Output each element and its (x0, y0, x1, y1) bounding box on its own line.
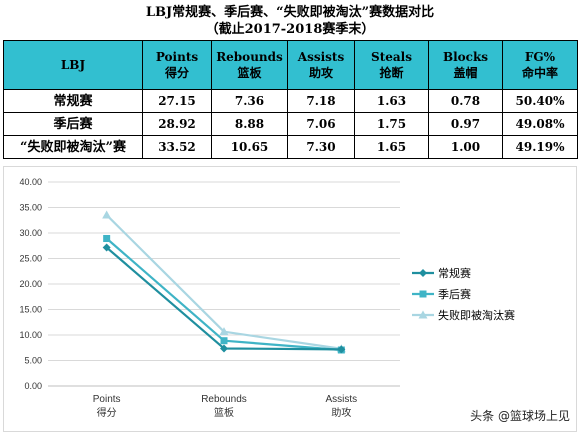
y-tick-label: 0.00 (24, 381, 42, 391)
row-label: 季后赛 (3, 112, 143, 136)
header-blocks: Blocks 盖帽 (428, 40, 503, 90)
y-tick-label: 30.00 (19, 228, 42, 238)
cell-fg: 49.08% (502, 112, 578, 136)
y-tick-label: 10.00 (19, 330, 42, 340)
title-line-1: LBJ常规赛、季后赛、“失败即被淘汰”赛数据对比 (145, 5, 435, 20)
header-fg: FG% 命中率 (502, 40, 578, 90)
cell-rebounds: 8.88 (211, 112, 288, 136)
y-tick-label: 20.00 (19, 279, 42, 289)
table-header-row: LBJ Points 得分 Rebounds 篮板 Assists 助攻 Steals… (3, 40, 578, 90)
table-title: LBJ常规赛、季后赛、“失败即被淘汰”赛数据对比 （截止2017-2018赛季末… (3, 4, 577, 40)
cell-blocks: 0.97 (428, 112, 503, 136)
header-rebounds: Rebounds 篮板 (211, 40, 288, 90)
y-tick-label: 40.00 (19, 177, 42, 187)
header-lbj: LBJ (3, 40, 143, 90)
x-tick-label: 助攻 (331, 406, 351, 419)
header-steals: Steals 抢断 (354, 40, 429, 90)
x-tick-label: Assists (325, 394, 357, 405)
data-point (102, 243, 111, 252)
cell-rebounds: 10.65 (211, 135, 288, 159)
data-point (219, 327, 229, 336)
header-assists: Assists 助攻 (287, 40, 355, 90)
table-row: 季后赛 28.92 8.88 7.06 1.75 0.97 49.08% (3, 112, 578, 136)
data-point (220, 337, 228, 345)
x-tick-label: Points (93, 394, 121, 405)
cell-blocks: 1.00 (428, 135, 503, 159)
cell-rebounds: 7.36 (211, 89, 288, 113)
watermark: 头条 @篮球场上见 (470, 409, 570, 423)
cell-points: 28.92 (142, 112, 212, 136)
cell-points: 27.15 (142, 89, 212, 113)
data-point (103, 235, 111, 243)
data-point (337, 345, 346, 354)
legend-marker (419, 290, 427, 298)
cell-blocks: 0.78 (428, 89, 503, 113)
header-points: Points 得分 (142, 40, 212, 90)
cell-steals: 1.63 (354, 89, 429, 113)
row-label: 常规赛 (3, 89, 143, 113)
y-tick-label: 25.00 (19, 254, 42, 264)
chart-area: 0.00 5.00 10.00 15.00 20.00 25.00 30.00 35.00 40… (3, 166, 577, 432)
legend-marker (418, 310, 428, 319)
x-tick-label: 篮板 (214, 406, 234, 419)
row-label: “失败即被淘汰”赛 (3, 135, 143, 159)
table-row: “失败即被淘汰”赛 33.52 10.65 7.30 1.65 1.00 49.… (3, 135, 578, 159)
y-tick-label: 35.00 (19, 203, 42, 213)
line-chart: 0.00 5.00 10.00 15.00 20.00 25.00 30.00 35.00 40… (19, 177, 515, 419)
cell-assists: 7.18 (287, 89, 355, 113)
cell-points: 33.52 (142, 135, 212, 159)
table-row: 常规赛 27.15 7.36 7.18 1.63 0.78 50.40% (3, 89, 578, 113)
legend-marker (419, 269, 427, 277)
legend-label: 常规赛 (438, 266, 471, 280)
cell-fg: 50.40% (502, 89, 578, 113)
cell-assists: 7.30 (287, 135, 355, 159)
legend-label: 失败即被淘汰赛 (438, 308, 515, 322)
data-point (102, 210, 112, 219)
cell-fg: 49.19% (502, 135, 578, 159)
x-tick-label: 得分 (97, 407, 117, 419)
cell-steals: 1.65 (354, 135, 429, 159)
y-tick-label: 5.00 (24, 356, 42, 366)
legend-label: 季后赛 (438, 287, 471, 301)
title-line-2: （截止2017-2018赛季末） (205, 22, 375, 37)
cell-steals: 1.75 (354, 112, 429, 136)
data-point (220, 344, 228, 353)
stats-table: LBJ Points 得分 Rebounds 篮板 Assists 助攻 Steals… (3, 40, 578, 159)
x-tick-label: Rebounds (201, 394, 247, 405)
cell-assists: 7.06 (287, 112, 355, 136)
y-tick-label: 15.00 (19, 305, 42, 315)
